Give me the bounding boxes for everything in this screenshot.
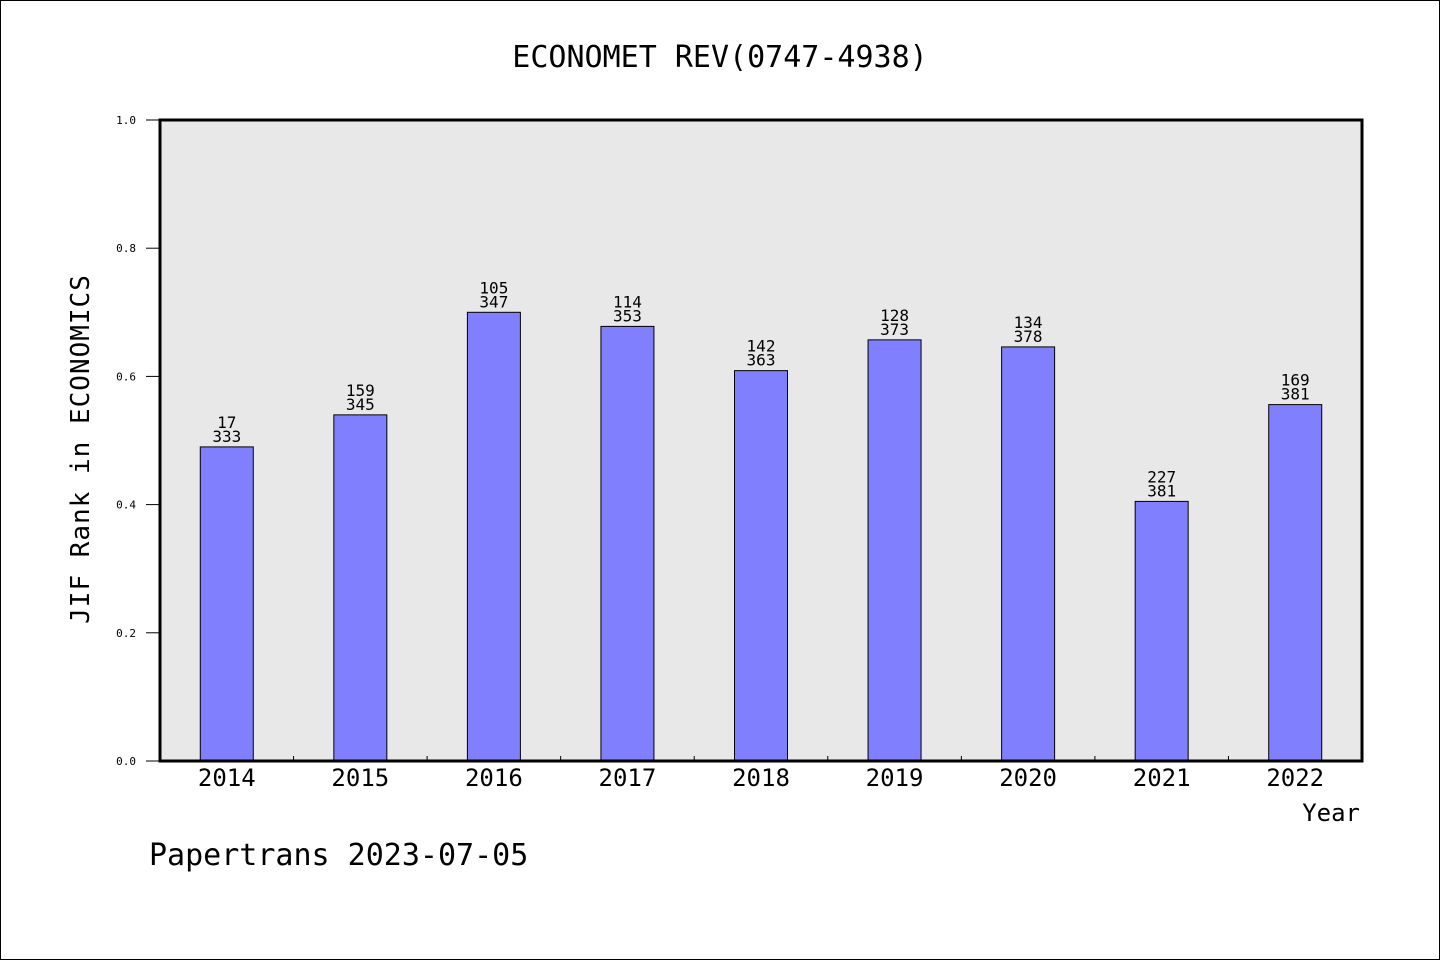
x-axis-label: Year (1302, 799, 1360, 827)
rank-label: 114 (613, 292, 642, 311)
rank-label: 169 (1281, 371, 1310, 390)
bar-2017 (600, 325, 655, 762)
y-tick-label: 0.8 (116, 242, 136, 255)
rank-label: 17 (217, 413, 236, 432)
y-axis-label: JIF Rank in ECONOMICS (66, 274, 96, 624)
total-label: 373 (880, 320, 909, 339)
y-tick-label: 0.4 (116, 499, 136, 512)
chart-title: ECONOMET REV(0747-4938) (512, 40, 927, 75)
bar-2022 (1268, 404, 1323, 762)
y-tick-label: 0.6 (116, 370, 136, 383)
x-tick-label: 2016 (465, 764, 523, 792)
rank-label: 134 (1014, 313, 1043, 332)
x-tick-label: 2022 (1266, 764, 1324, 792)
bar-2015 (333, 414, 388, 762)
rank-label: 105 (479, 278, 508, 297)
total-label: 353 (613, 306, 642, 325)
x-tick-label: 2018 (732, 764, 790, 792)
rank-label: 159 (346, 381, 375, 400)
x-axis: 2014 2015 2016 2017 2018 2019 2020 2021 2022 (198, 756, 1324, 792)
bar-2016 (466, 311, 521, 762)
y-tick-label: 1.0 (116, 114, 136, 127)
bar-2019 (867, 339, 922, 762)
x-tick-label: 2019 (866, 764, 924, 792)
rank-label: 227 (1147, 467, 1176, 486)
bar-2014 (199, 446, 254, 762)
total-label: 345 (346, 395, 375, 414)
bar-2020 (1001, 346, 1056, 762)
bar-2018 (734, 370, 788, 762)
total-label: 333 (212, 427, 241, 446)
rank-label: 128 (880, 306, 909, 325)
total-label: 363 (747, 351, 776, 370)
total-label: 378 (1014, 327, 1043, 346)
x-tick-label: 2021 (1133, 764, 1191, 792)
x-tick-label: 2014 (198, 764, 256, 792)
footer-text: Papertrans 2023-07-05 (149, 838, 528, 873)
total-label: 381 (1147, 481, 1176, 500)
x-tick-label: 2020 (999, 764, 1057, 792)
plot-border (158, 118, 1364, 763)
bar-2021 (1134, 500, 1189, 762)
total-label: 347 (479, 292, 508, 311)
y-axis: 0.0 0.2 0.4 0.6 0.8 1.0 (116, 114, 160, 768)
x-tick-label: 2015 (331, 764, 389, 792)
rank-label: 142 (747, 337, 776, 356)
x-tick-label: 2017 (599, 764, 657, 792)
y-tick-label: 0.2 (116, 627, 136, 640)
total-label: 381 (1281, 385, 1310, 404)
y-tick-label: 0.0 (116, 755, 136, 768)
